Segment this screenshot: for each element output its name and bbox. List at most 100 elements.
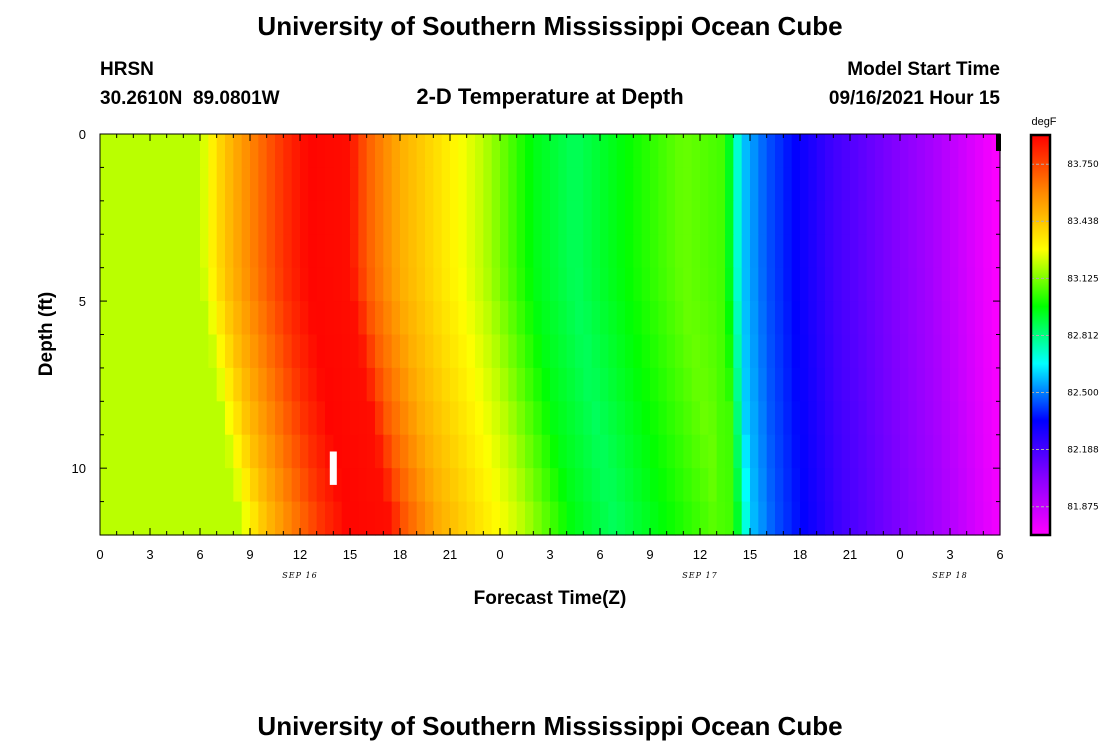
heatmap-cell xyxy=(566,401,576,436)
main-title: University of Southern Mississippi Ocean… xyxy=(257,11,842,41)
heatmap-cell xyxy=(816,367,826,402)
heatmap-cell xyxy=(191,267,201,302)
heatmap-cell xyxy=(225,501,234,536)
heatmap-cell xyxy=(491,301,501,336)
heatmap-cell xyxy=(283,301,293,336)
heatmap-cell xyxy=(783,134,793,169)
heatmap-cell xyxy=(350,401,359,436)
heatmap-cell xyxy=(233,434,243,469)
heatmap-cell xyxy=(975,434,984,469)
y-tick-label: 5 xyxy=(79,294,86,309)
heatmap-cell xyxy=(683,301,693,336)
heatmap-cell xyxy=(908,401,918,436)
heatmap-cell xyxy=(575,434,584,469)
heatmap-cell xyxy=(916,200,926,235)
y-tick-label: 0 xyxy=(79,127,86,142)
heatmap-cell xyxy=(641,367,651,402)
heatmap-cell xyxy=(900,234,909,269)
heatmap-cell xyxy=(675,401,684,436)
heatmap-cell xyxy=(233,468,243,503)
heatmap-cell xyxy=(683,334,693,369)
heatmap-cell xyxy=(125,501,134,536)
heatmap-cell xyxy=(208,301,218,336)
heatmap-cell xyxy=(916,501,926,536)
heatmap-cell xyxy=(733,234,743,269)
heatmap-cell xyxy=(975,468,984,503)
heatmap-cell xyxy=(166,134,176,169)
heatmap-cell xyxy=(666,501,676,536)
heatmap-cell xyxy=(391,301,401,336)
heatmap-cell xyxy=(100,200,109,235)
heatmap-cell xyxy=(175,401,184,436)
heatmap-cell xyxy=(666,468,676,503)
heatmap-cell xyxy=(708,200,718,235)
heatmap-cell xyxy=(566,200,576,235)
heatmap-cell xyxy=(525,367,534,402)
heatmap-cell xyxy=(266,200,276,235)
heatmap-cell xyxy=(666,434,676,469)
heatmap-cell xyxy=(775,401,784,436)
heatmap-cell xyxy=(575,134,584,169)
heatmap-cell xyxy=(275,468,284,503)
heatmap-cell xyxy=(883,434,893,469)
heatmap-cell xyxy=(666,134,676,169)
heatmap-cell xyxy=(733,334,743,369)
heatmap-cell xyxy=(116,501,126,536)
heatmap-cell xyxy=(541,234,551,269)
heatmap-cell xyxy=(108,234,118,269)
heatmap-cell xyxy=(641,401,651,436)
heatmap-cell xyxy=(100,301,109,336)
heatmap-cell xyxy=(358,468,368,503)
heatmap-cell xyxy=(750,267,759,302)
heatmap-cell xyxy=(566,267,576,302)
heatmap-cell xyxy=(266,267,276,302)
heatmap-cell xyxy=(941,468,951,503)
heatmap-cell xyxy=(725,301,734,336)
heatmap-cell xyxy=(825,267,834,302)
heatmap-cell xyxy=(283,334,293,369)
heatmap-cell xyxy=(600,401,609,436)
heatmap-cell xyxy=(975,200,984,235)
heatmap-cell xyxy=(916,134,926,169)
heatmap-cell xyxy=(608,434,618,469)
heatmap-cell xyxy=(883,134,893,169)
heatmap-cell xyxy=(316,468,326,503)
heatmap-cell xyxy=(833,468,843,503)
heatmap-cell xyxy=(333,200,343,235)
y-axis-ticks: 0 5 10 xyxy=(72,127,1000,536)
heatmap-cell xyxy=(566,234,576,269)
heatmap-cell xyxy=(625,301,634,336)
heatmap-cell xyxy=(366,200,376,235)
heatmap-cell xyxy=(225,434,234,469)
heatmap-cell xyxy=(516,501,526,536)
heatmap-cell xyxy=(158,200,168,235)
heatmap-cell xyxy=(766,234,776,269)
heatmap-cell xyxy=(550,334,559,369)
heatmap-cell xyxy=(741,200,751,235)
heatmap-cell xyxy=(466,167,476,202)
heatmap-cell xyxy=(500,134,509,169)
heatmap-cell xyxy=(316,367,326,402)
heatmap-cell xyxy=(450,367,459,402)
heatmap-cell xyxy=(191,167,201,202)
heatmap-cell xyxy=(441,167,451,202)
heatmap-cell xyxy=(691,367,701,402)
x-tick-label: 15 xyxy=(743,547,757,562)
heatmap-cell xyxy=(841,401,851,436)
heatmap-cell xyxy=(383,301,393,336)
heatmap-cell xyxy=(833,334,843,369)
heatmap-cell xyxy=(350,167,359,202)
heatmap-cell xyxy=(941,167,951,202)
heatmap-cell xyxy=(391,134,401,169)
heatmap-cell xyxy=(408,301,418,336)
heatmap-cell xyxy=(533,468,543,503)
heatmap-cell xyxy=(166,334,176,369)
heatmap-cell xyxy=(925,167,934,202)
heatmap-cell xyxy=(966,167,976,202)
heatmap-cell xyxy=(216,134,226,169)
heatmap-cell xyxy=(250,401,259,436)
heatmap-cell xyxy=(575,234,584,269)
x-tick-label: 9 xyxy=(646,547,653,562)
heatmap-cell xyxy=(350,468,359,503)
heatmap-cell xyxy=(258,501,268,536)
